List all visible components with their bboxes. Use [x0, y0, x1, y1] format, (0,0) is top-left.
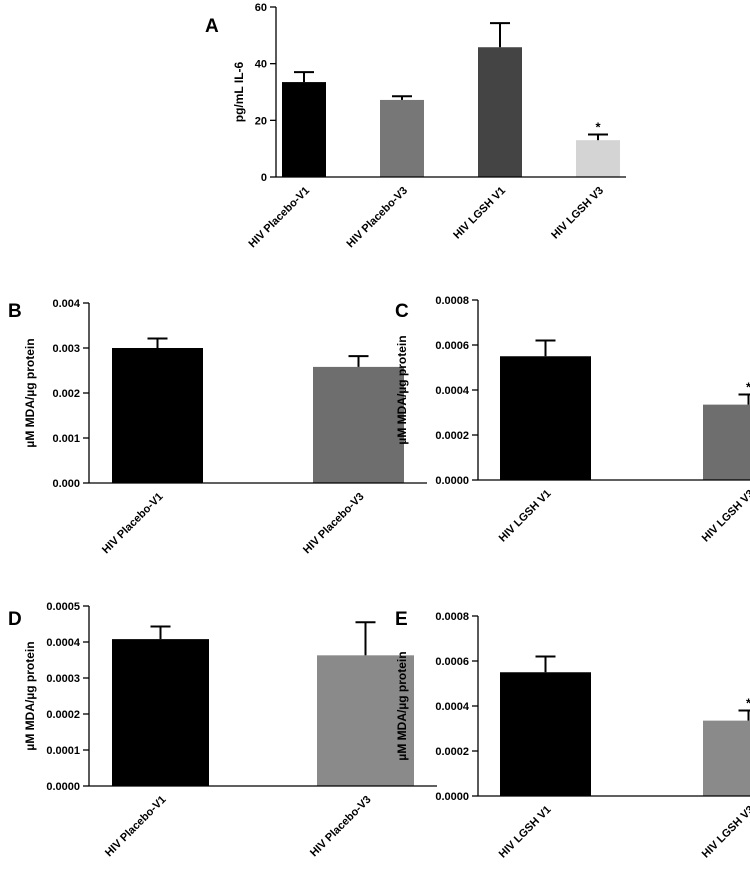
- y-tick-label: 40: [255, 59, 267, 71]
- bar: [703, 720, 750, 796]
- panel-label: B: [8, 301, 22, 322]
- bar: [500, 356, 591, 480]
- y-tick-label: 0.0004: [435, 385, 470, 397]
- bar: [478, 47, 522, 177]
- y-tick-label: 0.0002: [435, 430, 469, 442]
- x-tick-label: HIV LGSH V3: [700, 804, 750, 861]
- y-axis-title: pg/mL IL-6: [232, 61, 246, 122]
- y-axis-title: µM MDA/µg protein: [395, 651, 409, 760]
- panel-label: D: [8, 609, 22, 630]
- y-axis-title: µM MDA/µg protein: [23, 338, 37, 447]
- y-tick-label: 0.0006: [435, 340, 469, 352]
- y-tick-label: 0.003: [52, 343, 80, 355]
- significance-marker: *: [595, 120, 601, 135]
- x-tick-label: HIV Placebo-V3: [345, 185, 411, 251]
- y-tick-label: 0.0004: [435, 701, 470, 713]
- panel-label: E: [395, 609, 408, 630]
- chart-panel-a: A 0 20 40 60 pg/mL IL-6 HIV Placebo-V1 HIV Plac…: [205, 2, 626, 250]
- y-tick-label: 0.001: [52, 433, 80, 445]
- y-tick-label: 0.0006: [435, 656, 469, 668]
- y-tick-label: 0.0000: [46, 781, 80, 793]
- x-tick-label: HIV LGSH V3: [549, 185, 606, 242]
- bar: [317, 655, 414, 786]
- y-tick-label: 0: [261, 172, 267, 184]
- y-tick-label: 0.0008: [435, 611, 469, 623]
- x-tick-label: HIV Placebo-V3: [308, 794, 374, 860]
- x-tick-label: HIV LGSH V1: [451, 185, 508, 242]
- y-tick-label: 0.0005: [46, 601, 80, 613]
- panel-label: A: [205, 16, 219, 37]
- chart-panel-b: B 0.000 0.001 0.002 0.003 0.004 µM MDA/µg prot…: [8, 298, 427, 556]
- y-axis-title: µM MDA/µg protein: [23, 641, 37, 750]
- bar: [576, 140, 620, 177]
- y-tick-label: 0.0002: [46, 709, 80, 721]
- bar: [380, 99, 424, 177]
- y-tick-label: 20: [255, 115, 267, 127]
- significance-marker: *: [746, 380, 750, 395]
- chart-panel-d: D 0.0000 0.0001 0.0002 0.0003 0.0004 0.0005 µM …: [8, 601, 437, 859]
- y-tick-label: 0.000: [52, 478, 80, 490]
- bar: [500, 672, 591, 796]
- y-tick-label: 0.0003: [46, 673, 80, 685]
- x-tick-label: HIV Placebo-V1: [103, 794, 169, 860]
- y-tick-label: 0.0004: [46, 637, 81, 649]
- x-tick-label: HIV LGSH V1: [497, 804, 554, 861]
- y-tick-label: 0.004: [52, 298, 80, 310]
- y-tick-label: 0.0000: [435, 791, 469, 803]
- y-axis-title: µM MDA/µg protein: [395, 335, 409, 444]
- bar: [313, 366, 404, 483]
- panel-label: C: [395, 301, 409, 322]
- y-tick-label: 0.0008: [435, 295, 469, 307]
- bar: [703, 404, 750, 480]
- chart-panel-e: E 0.0000 0.0002 0.0004 0.0006 0.0008 µM MDA/µg…: [395, 609, 750, 861]
- x-tick-label: HIV LGSH V1: [497, 488, 554, 545]
- x-tick-label: HIV Placebo-V3: [301, 491, 367, 557]
- y-tick-label: 0.0002: [435, 746, 469, 758]
- bar: [112, 639, 209, 786]
- y-tick-label: 0.002: [52, 388, 80, 400]
- chart-panel-c: C 0.0000 0.0002 0.0004 0.0006 0.0008 µM MDA/µg…: [395, 295, 750, 545]
- x-tick-label: HIV Placebo-V1: [247, 185, 313, 251]
- x-tick-label: HIV Placebo-V1: [100, 491, 166, 557]
- y-tick-label: 0.0001: [46, 745, 80, 757]
- y-tick-label: 60: [255, 2, 267, 14]
- y-tick-label: 0.0000: [435, 475, 469, 487]
- significance-marker: *: [746, 696, 750, 711]
- bar: [282, 82, 326, 177]
- x-tick-label: HIV LGSH V3: [700, 488, 750, 545]
- bar: [112, 348, 203, 483]
